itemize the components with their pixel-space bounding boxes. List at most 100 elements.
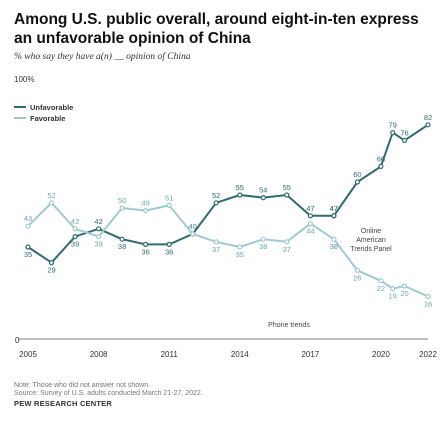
data-label-favorable-2021: 20 bbox=[400, 289, 408, 298]
data-label-unfavorable-2021: 76 bbox=[400, 128, 408, 137]
series-points bbox=[25, 122, 431, 299]
data-label-favorable-2014: 35 bbox=[236, 250, 244, 259]
data-label-unfavorable-2020: 66 bbox=[377, 154, 385, 163]
data-point-favorable-2013 bbox=[213, 239, 219, 245]
y-axis-top-label: 100% bbox=[14, 75, 34, 84]
chart-title: Among U.S. public overall, around eight-… bbox=[14, 11, 419, 47]
data-point-favorable-2009 bbox=[119, 205, 125, 211]
data-point-unfavorable-2015 bbox=[260, 195, 266, 201]
annotation-online-line-1: Online bbox=[361, 228, 381, 235]
y-axis-bottom-label: 0 bbox=[15, 336, 20, 345]
data-label-unfavorable-2018: 47 bbox=[330, 204, 338, 213]
data-point-favorable-2010 bbox=[143, 208, 149, 214]
data-label-unfavorable-2010: 36 bbox=[141, 247, 149, 256]
data-point-unfavorable-2020 bbox=[378, 163, 384, 169]
data-label-unfavorable-2015: 54 bbox=[259, 186, 267, 195]
data-point-favorable-2014 bbox=[237, 244, 243, 250]
data-label-favorable-2012: 40 bbox=[189, 222, 197, 231]
x-tick-label-2017: 2017 bbox=[301, 350, 319, 359]
data-label-favorable-2011: 51 bbox=[165, 193, 173, 202]
x-tick-label-2022: 2022 bbox=[419, 350, 437, 359]
data-point-favorable-2018 bbox=[331, 236, 337, 242]
data-label-favorable-2005: 43 bbox=[24, 214, 32, 223]
x-tick-label-2014: 2014 bbox=[231, 350, 249, 359]
data-point-favorable-2022 bbox=[425, 293, 431, 299]
data-point-unfavorable-2017 bbox=[307, 213, 313, 219]
data-point-unfavorable-2021 bbox=[401, 137, 408, 143]
data-label-unfavorable-2014: 55 bbox=[236, 183, 244, 192]
x-tick-label-2011: 2011 bbox=[161, 350, 179, 359]
data-label-unfavorable-2005: 35 bbox=[24, 250, 32, 259]
data-point-unfavorable-2011 bbox=[166, 241, 172, 247]
data-label-favorable-2018: 38 bbox=[330, 242, 338, 251]
data-point-unfavorable-2010 bbox=[143, 241, 149, 247]
data-label-favorable-2006: 52 bbox=[47, 191, 55, 200]
data-label-favorable-2019: 26 bbox=[353, 273, 361, 282]
annotation-online-line-2: American bbox=[356, 237, 386, 244]
data-point-favorable-2006 bbox=[48, 200, 55, 206]
data-label-favorable-2017: 44 bbox=[306, 227, 314, 236]
series-line-unfavorable-2 bbox=[333, 123, 429, 217]
source-note: Source: Survey of U.S. adults conducted … bbox=[14, 390, 203, 397]
data-label-favorable-2007: 42 bbox=[71, 217, 79, 226]
legend: Unfavorable Favorable bbox=[14, 103, 73, 123]
data-point-unfavorable-2007 bbox=[72, 234, 78, 240]
data-point-favorable-2020.5 bbox=[390, 286, 396, 292]
data-label-unfavorable-2013: 52 bbox=[212, 191, 220, 200]
x-tick-label-2008: 2008 bbox=[90, 350, 108, 359]
data-point-unfavorable-2019 bbox=[354, 179, 360, 185]
data-label-favorable-2008: 39 bbox=[94, 240, 102, 249]
data-point-favorable-2015 bbox=[260, 236, 266, 242]
chart-subtitle: % who say they have a(n) __ opinion of C… bbox=[14, 52, 191, 62]
data-point-unfavorable-2013 bbox=[213, 200, 219, 206]
data-point-favorable-2019 bbox=[354, 267, 360, 273]
data-label-favorable-2018: 38 bbox=[330, 242, 338, 251]
data-label-unfavorable-2008: 42 bbox=[94, 217, 102, 226]
data-label-unfavorable-2009: 38 bbox=[118, 242, 126, 251]
data-label-favorable-2016: 37 bbox=[283, 245, 291, 254]
x-tick-label-2020: 2020 bbox=[372, 350, 390, 359]
data-point-unfavorable-2018 bbox=[331, 213, 337, 219]
data-label-unfavorable-2020.5: 79 bbox=[389, 121, 397, 130]
x-axis-ticks: 2005 2008 2011 2014 2017 2020 2022 bbox=[19, 350, 437, 359]
data-label-unfavorable-2022: 82 bbox=[424, 113, 432, 122]
data-label-unfavorable-2006: 29 bbox=[47, 266, 55, 275]
data-point-unfavorable-2014 bbox=[237, 192, 243, 198]
series-line-unfavorable-0 bbox=[27, 194, 334, 264]
data-point-favorable-2021 bbox=[401, 283, 408, 289]
data-point-unfavorable-2008 bbox=[95, 226, 102, 232]
data-label-favorable-2009: 50 bbox=[118, 196, 126, 205]
data-point-favorable-2008 bbox=[95, 234, 102, 240]
data-point-favorable-2020 bbox=[378, 278, 384, 284]
annotation-online-line-3: Trends Panel bbox=[350, 246, 392, 253]
data-label-favorable-2010: 49 bbox=[141, 199, 149, 208]
data-label-favorable-2020.5: 19 bbox=[389, 292, 397, 301]
data-label-favorable-2013: 37 bbox=[212, 245, 220, 254]
data-label-unfavorable-2019: 60 bbox=[353, 170, 361, 179]
pew-research-center-credit: PEW RESEARCH CENTER bbox=[14, 399, 112, 408]
series-line-favorable-1 bbox=[27, 201, 335, 248]
data-point-favorable-2012 bbox=[190, 231, 196, 237]
data-label-unfavorable-2016: 55 bbox=[283, 183, 291, 192]
x-tick-label-2005: 2005 bbox=[19, 350, 37, 359]
data-point-favorable-2005 bbox=[25, 223, 31, 229]
data-label-favorable-2022: 16 bbox=[424, 299, 432, 308]
legend-label-unfavorable: Unfavorable bbox=[30, 103, 73, 112]
data-label-unfavorable-2017: 47 bbox=[306, 204, 314, 213]
annotation-phone-trends: Phone trends bbox=[268, 322, 310, 329]
footnote: Note: Those who did not answer not shown… bbox=[14, 382, 151, 389]
data-labels: 35 29 39 42 38 36 36 40 52 55 54 55 47 47 43 52 42 39 50 49… bbox=[24, 113, 432, 309]
data-point-favorable-2011 bbox=[166, 202, 172, 208]
data-point-unfavorable-2005 bbox=[25, 244, 31, 250]
series-lines bbox=[27, 123, 429, 298]
data-label-unfavorable-2018: 47 bbox=[330, 204, 338, 213]
data-point-unfavorable-2022 bbox=[425, 122, 431, 128]
data-point-favorable-2007 bbox=[72, 226, 78, 232]
data-label-unfavorable-2011: 36 bbox=[165, 247, 173, 256]
data-point-unfavorable-2020.5 bbox=[390, 130, 396, 136]
data-point-unfavorable-2016 bbox=[284, 192, 290, 198]
data-label-unfavorable-2007: 39 bbox=[71, 240, 79, 249]
data-point-favorable-2016 bbox=[284, 239, 290, 245]
data-label-favorable-2020: 22 bbox=[377, 284, 385, 293]
